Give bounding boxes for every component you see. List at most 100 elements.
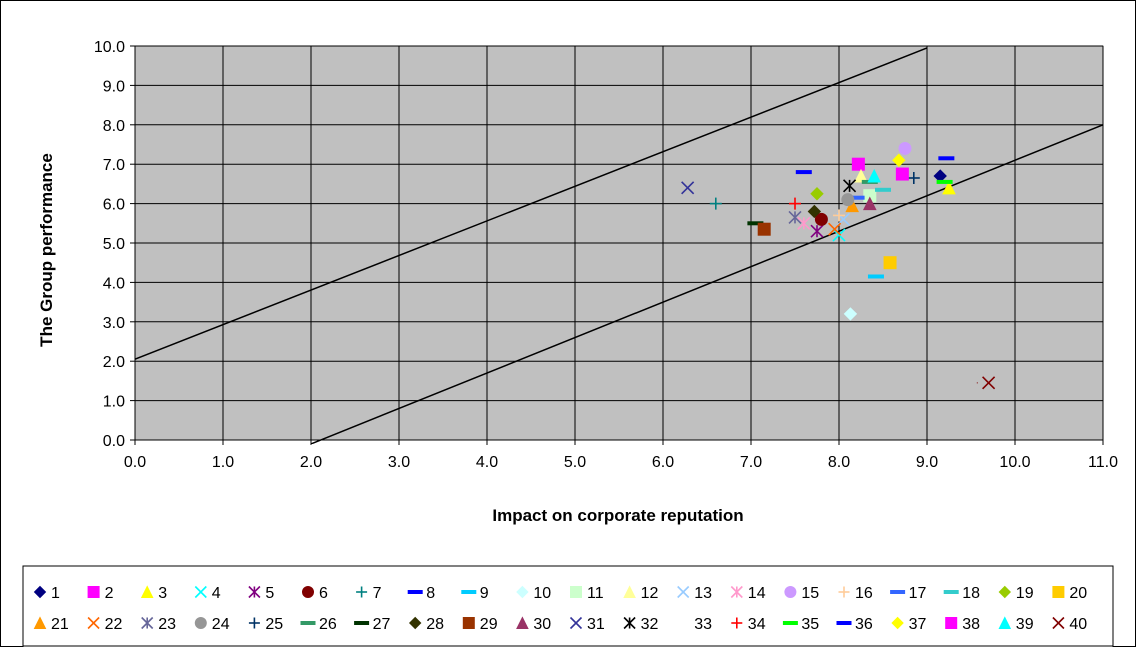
point-34 [789, 197, 801, 210]
legend-marker-18 [943, 590, 959, 594]
legend-label-21: 21 [51, 616, 69, 633]
reference-line-1 [135, 47, 928, 360]
legend-marker-21 [33, 616, 47, 629]
point-31 [681, 181, 695, 195]
x-tick-label: 8.0 [828, 454, 850, 471]
legend-item-10: 10 [516, 585, 551, 602]
point-19 [810, 187, 824, 201]
legend-item-39: 39 [998, 616, 1034, 633]
point-25 [907, 171, 920, 184]
legend-label-19: 19 [1016, 585, 1034, 602]
legend-label-24: 24 [212, 616, 230, 633]
legend-item-6: 6 [302, 585, 328, 602]
point-35 [936, 179, 953, 184]
legend-marker-17 [890, 590, 906, 594]
legend-item-29: 29 [462, 616, 498, 633]
point-4 [832, 228, 846, 242]
y-tick-label: 10.0 [94, 39, 125, 56]
legend-label-12: 12 [641, 585, 659, 602]
plot-area [130, 45, 1104, 445]
data-points [681, 141, 996, 390]
legend-marker-7 [356, 586, 368, 598]
legend-label-33: 33 [694, 616, 712, 633]
legend-marker-35 [782, 621, 798, 625]
legend-label-6: 6 [319, 585, 328, 602]
legend-item-28: 28 [408, 616, 444, 633]
legend-label-38: 38 [962, 616, 980, 633]
point-30 [862, 196, 877, 211]
x-tick-label: 0.0 [124, 454, 146, 471]
x-tick-label: 7.0 [740, 454, 762, 471]
legend-item-7: 7 [356, 585, 382, 602]
legend-marker-40 [1052, 616, 1065, 630]
legend-marker-16 [838, 586, 850, 598]
point-39 [867, 168, 882, 183]
y-tick-label: 3.0 [103, 315, 125, 332]
x-tick-label: 3.0 [388, 454, 410, 471]
legend-marker-31 [569, 616, 583, 630]
legend-marker-23 [141, 616, 154, 630]
legend-item-37: 37 [891, 616, 927, 633]
point-24 [841, 193, 855, 207]
reference-lines [135, 47, 1103, 444]
legend-label-37: 37 [909, 616, 927, 633]
point-10 [843, 307, 858, 321]
legend-label-13: 13 [694, 585, 712, 602]
y-tick-label: 6.0 [103, 197, 125, 214]
legend-frame [22, 565, 1114, 647]
legend-marker-24 [194, 617, 207, 629]
legend-marker-27 [354, 621, 370, 625]
point-29 [757, 222, 771, 236]
legend-label-28: 28 [426, 616, 444, 633]
y-tick-label: 8.0 [103, 118, 125, 135]
legend-marker-4 [194, 585, 207, 599]
point-40 [982, 376, 996, 390]
legend-item-12: 12 [623, 585, 659, 602]
legend-marker-10 [516, 585, 529, 599]
legend-label-39: 39 [1016, 616, 1034, 633]
y-axis-title: The Group performance [37, 153, 56, 347]
legend-item-9: 9 [461, 585, 489, 602]
point-5 [810, 224, 824, 238]
legend-marker-3 [140, 585, 154, 598]
gridlines [134, 45, 1104, 441]
legend-label-29: 29 [480, 616, 498, 633]
y-tick-label: 0.0 [103, 433, 125, 450]
legend-label-14: 14 [748, 585, 766, 602]
legend-label-20: 20 [1069, 585, 1087, 602]
y-tick-label: 9.0 [103, 78, 125, 95]
point-7 [709, 197, 722, 210]
legend-marker-6 [302, 586, 314, 598]
legend-item-32: 32 [623, 616, 658, 633]
legend-marker-9 [461, 590, 477, 594]
y-tick-label: 2.0 [103, 354, 125, 371]
legend-label-25: 25 [265, 616, 283, 633]
legend-label-31: 31 [587, 616, 605, 633]
legend-marker-38 [945, 617, 958, 629]
legend-item-17: 17 [890, 585, 926, 602]
legend-item-5: 5 [248, 585, 274, 602]
x-tick-label: 10.0 [999, 454, 1030, 471]
legend-item-30: 30 [516, 616, 551, 633]
legend-item-16: 16 [838, 585, 873, 602]
legend-item-24: 24 [194, 616, 230, 633]
legend-item-23: 23 [141, 616, 176, 633]
legend-label-9: 9 [480, 585, 489, 602]
legend-item-25: 25 [248, 616, 283, 633]
legend-label-3: 3 [158, 585, 167, 602]
legend-label-8: 8 [426, 585, 435, 602]
legend-label-2: 2 [105, 585, 114, 602]
legend-item-34: 34 [731, 616, 766, 633]
legend-label-4: 4 [212, 585, 221, 602]
legend-marker-36 [836, 621, 852, 625]
legend-marker-25 [248, 617, 260, 629]
point-3 [942, 180, 956, 195]
legend-marker-22 [87, 616, 100, 630]
y-tick-label: 7.0 [103, 157, 125, 174]
x-tick-label: 11.0 [1088, 454, 1118, 471]
legend-label-7: 7 [373, 585, 382, 602]
point-9 [867, 274, 884, 279]
legend-marker-19 [998, 585, 1012, 599]
legend-marker-11 [570, 586, 582, 598]
